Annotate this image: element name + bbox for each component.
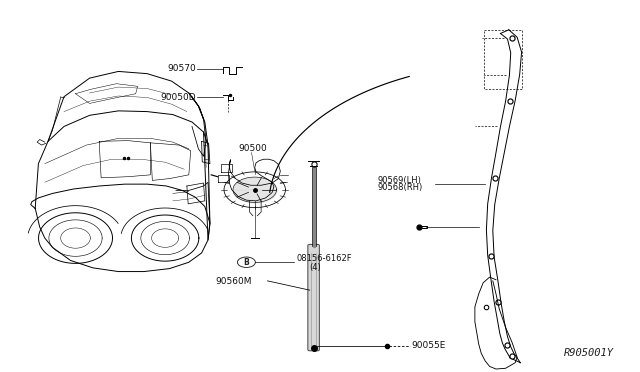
Text: R905001Y: R905001Y xyxy=(564,348,614,358)
Text: 90055E: 90055E xyxy=(411,341,445,350)
Text: 90570: 90570 xyxy=(167,64,196,73)
Text: 90500: 90500 xyxy=(239,144,268,153)
Text: 90569(LH): 90569(LH) xyxy=(378,176,422,185)
Text: 90568(RH): 90568(RH) xyxy=(378,183,423,192)
Text: (4): (4) xyxy=(309,263,321,272)
FancyBboxPatch shape xyxy=(308,244,319,351)
Text: 90050D: 90050D xyxy=(160,93,196,102)
Text: 90560M: 90560M xyxy=(215,277,252,286)
Text: 08156-6162F: 08156-6162F xyxy=(296,254,352,263)
Text: B: B xyxy=(244,258,249,267)
